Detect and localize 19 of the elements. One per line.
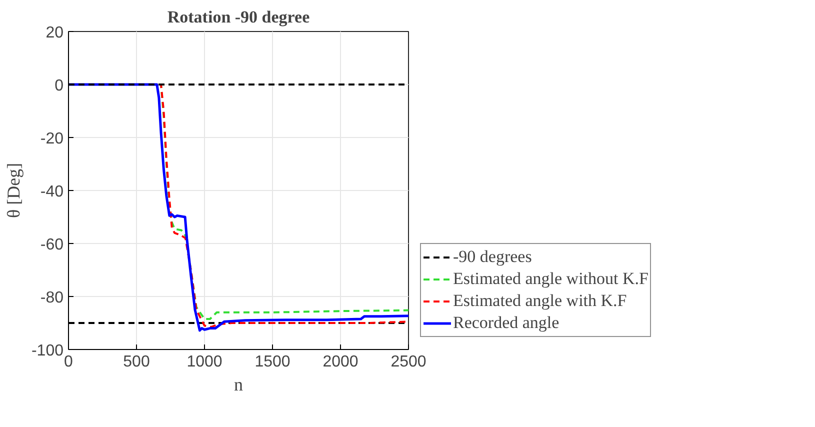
y-tick-label: -60 — [40, 236, 64, 254]
y-tick-label: -100 — [31, 342, 64, 360]
legend-label: Recorded angle — [453, 312, 560, 334]
legend-label: Estimated angle without K.F — [453, 268, 648, 290]
y-tick-label: -20 — [40, 130, 64, 148]
x-tick-label: 500 — [123, 354, 150, 370]
x-tick-label: 1000 — [186, 354, 222, 370]
legend-label: Estimated angle with K.F — [453, 290, 627, 312]
x-axis-title: n — [234, 374, 243, 394]
y-tick-label: -80 — [40, 290, 64, 306]
x-tick-label: 1500 — [254, 354, 290, 370]
y-tick-label: 0 — [54, 78, 64, 94]
x-tick-label: 2000 — [322, 354, 358, 370]
y-tick-label: 20 — [46, 24, 64, 42]
y-axis-title: θ [Deg] — [3, 162, 24, 218]
legend-label: -90 degrees — [453, 246, 532, 268]
y-tick-label: -40 — [40, 184, 64, 200]
chart-title: Rotation -90 degree — [167, 8, 310, 26]
x-tick-label: 2500 — [390, 354, 426, 370]
